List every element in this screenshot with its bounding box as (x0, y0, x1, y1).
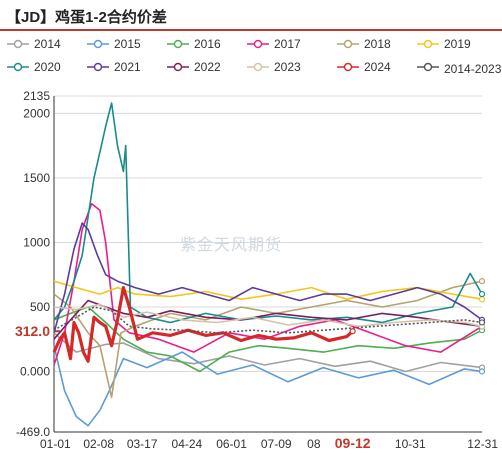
series-line-2015 (53, 345, 483, 427)
highlight-x-label: 09-12 (335, 435, 371, 451)
series-lines (52, 102, 486, 427)
series-line-2016 (53, 306, 483, 373)
y-tick-label: 1000 (23, 235, 50, 249)
series-end-point-2024 (349, 328, 356, 335)
series-end-point-2015 (478, 368, 486, 375)
series-line-2023 (53, 303, 483, 328)
x-tick-label: 07-09 (261, 437, 292, 451)
series-line-2019 (53, 280, 483, 300)
legend-label: 2015 (114, 37, 141, 51)
chart-title: 【JD】鸡蛋1-2合约价差 (6, 9, 167, 26)
series-line-2018 (53, 280, 483, 399)
y-tick-labels: 2135 2000 1500 1000 500 0.000 -469.0 312.0 (15, 89, 50, 439)
x-tick-label: 01-01 (40, 437, 71, 451)
y-tick-label: 500 (30, 300, 50, 314)
legend-label: 2018 (364, 37, 391, 51)
x-tick-label: 03-17 (127, 437, 158, 451)
legend-label: 2014-2023均值 (444, 62, 502, 76)
x-tick-label: 12-31 (467, 437, 498, 451)
series-end-point-2019 (478, 296, 486, 303)
legend-label: 2014 (34, 37, 61, 51)
series-end-point-2020 (478, 290, 486, 298)
watermark-text: 紫金天风期货 (180, 236, 282, 254)
legend-label: 2022 (194, 60, 221, 74)
legend-label: 2024 (364, 60, 391, 74)
legend-swatch-icon (7, 62, 29, 72)
title-underline (0, 29, 502, 31)
y-tick-label: -469.0 (16, 425, 50, 439)
y-tick-label: 2000 (23, 106, 50, 120)
legend-label: 2020 (34, 60, 61, 74)
legend-label: 2023 (274, 60, 301, 74)
legend-swatch-icon (87, 39, 109, 49)
legend-label: 2016 (194, 37, 221, 51)
legend-swatch-icon (417, 62, 439, 72)
legend-swatch-icon (417, 39, 439, 49)
series-line-2014-2023均值 (53, 306, 483, 334)
series-end-point-2018 (478, 278, 486, 285)
x-tick-label: 02-08 (83, 437, 114, 451)
y-tick-label: 1500 (23, 171, 50, 185)
legend-label: 2021 (114, 60, 141, 74)
x-tick-label: 04-24 (172, 437, 203, 451)
series-line-2017 (53, 202, 483, 366)
x-tick-label: 08 (307, 437, 321, 451)
legend-swatch-icon (167, 39, 189, 49)
x-tick-label: 06-01 (216, 437, 247, 451)
series-line-2020 (53, 102, 483, 324)
series-line-2014 (53, 332, 483, 373)
legend-swatch-icon (7, 39, 29, 49)
series-line-2021 (53, 222, 483, 334)
legend-label: 2017 (274, 37, 301, 51)
legend-swatch-icon (337, 62, 359, 72)
legend-swatch-icon (247, 39, 269, 49)
series-end-point-2014-2023均值 (478, 319, 486, 326)
legend-swatch-icon (337, 39, 359, 49)
legend-label: 2019 (444, 37, 471, 51)
y-tick-label: 0.000 (20, 364, 50, 378)
x-tick-labels: 01-01 02-08 03-17 04-24 06-01 07-09 08 09-12 10-… (40, 435, 498, 451)
series-line-2022 (53, 299, 483, 340)
y-tick-label: 2135 (23, 89, 50, 103)
series-line-2024 (52, 286, 354, 363)
legend-swatch-icon (247, 62, 269, 72)
legend-swatch-icon (87, 62, 109, 72)
highlight-y-label: 312.0 (15, 323, 50, 339)
x-tick-label: 10-31 (395, 437, 426, 451)
legend-swatch-icon (167, 62, 189, 72)
